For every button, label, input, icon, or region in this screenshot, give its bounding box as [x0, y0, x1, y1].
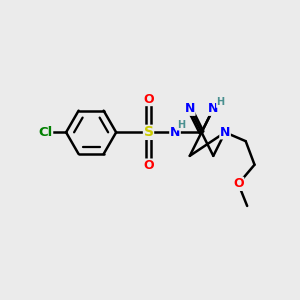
- Text: N: N: [220, 126, 230, 139]
- Text: S: S: [143, 125, 154, 139]
- Text: N: N: [208, 102, 218, 115]
- Text: H: H: [177, 120, 186, 130]
- Text: O: O: [143, 93, 154, 106]
- Text: N: N: [170, 126, 180, 139]
- Text: N: N: [184, 102, 195, 115]
- Text: Cl: Cl: [38, 126, 52, 139]
- Text: O: O: [233, 177, 244, 190]
- Text: H: H: [217, 97, 225, 107]
- Text: O: O: [143, 159, 154, 172]
